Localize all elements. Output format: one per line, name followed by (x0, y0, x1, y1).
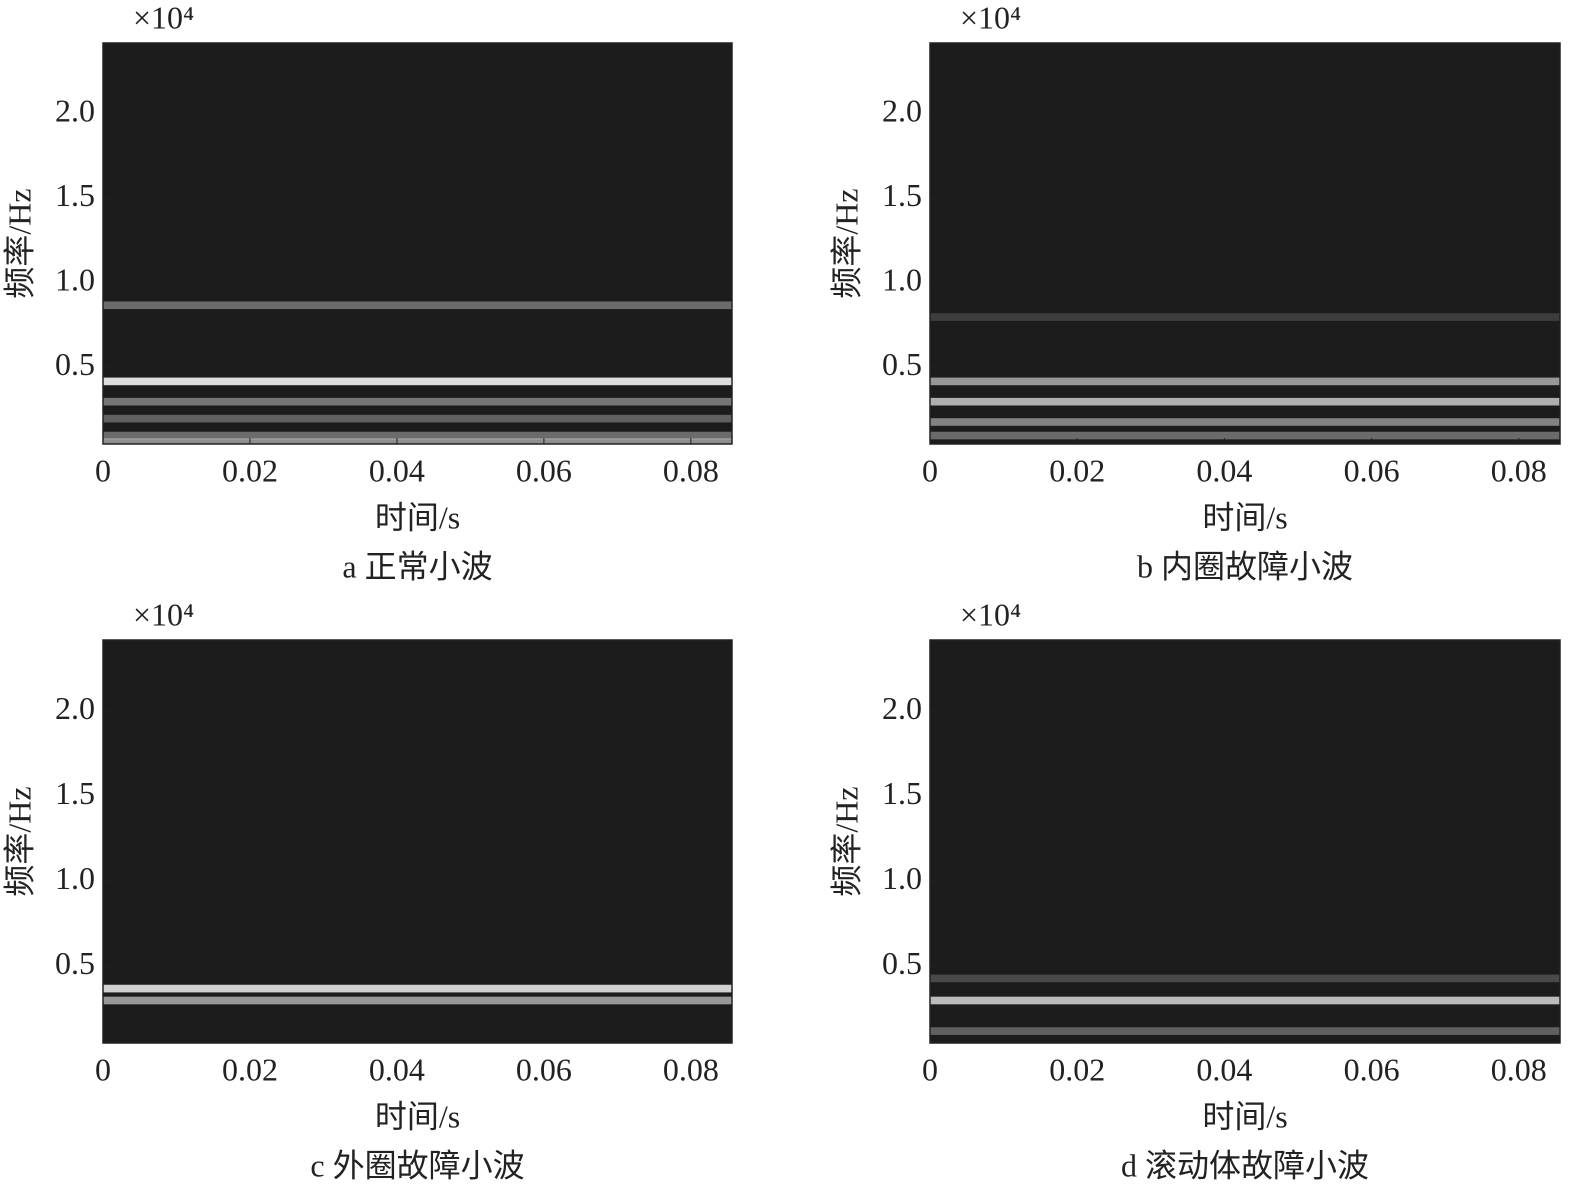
x-tick-label: 0 (95, 452, 111, 488)
x-tick-label: 0.02 (1049, 452, 1105, 488)
plot-frame (929, 639, 1561, 1044)
y-axis-label: 频率/Hz (1, 786, 37, 896)
y-tick-label: 1.5 (882, 177, 922, 213)
x-tick-label: 0.04 (1196, 452, 1252, 488)
band (103, 414, 732, 423)
x-axis-label: 时间/s (1202, 499, 1287, 535)
y-scale-label: ×10⁴ (960, 0, 1021, 35)
caption: b 内圈故障小波 (1137, 548, 1353, 584)
y-tick-label: 1.0 (55, 262, 95, 298)
band (103, 301, 732, 310)
y-axis-label: 频率/Hz (1, 188, 37, 298)
band (103, 431, 732, 440)
x-tick-label: 0 (922, 452, 938, 488)
x-tick-label: 0.06 (516, 452, 572, 488)
y-scale-label: ×10⁴ (133, 596, 194, 632)
x-tick-label: 0.08 (663, 1051, 719, 1087)
band (930, 397, 1560, 406)
x-tick-label: 0.08 (663, 452, 719, 488)
band (930, 1027, 1560, 1035)
plot-frame (929, 42, 1561, 445)
band (930, 431, 1560, 440)
y-tick-label: 0.5 (55, 346, 95, 382)
x-tick-label: 0.02 (222, 452, 278, 488)
y-tick-label: 1.0 (55, 860, 95, 896)
x-tick-label: 0.02 (222, 1051, 278, 1087)
x-tick-label: 0.04 (369, 452, 425, 488)
plot-area (103, 43, 732, 444)
y-tick-label: 2.0 (55, 92, 95, 128)
band (930, 377, 1560, 386)
y-tick-label: 2.0 (882, 690, 922, 726)
x-tick-label: 0.06 (516, 1051, 572, 1087)
caption: c 外圈故障小波 (310, 1147, 524, 1183)
band (103, 996, 732, 1005)
caption: a 正常小波 (342, 548, 492, 584)
x-tick-label: 0.06 (1344, 452, 1400, 488)
band (103, 397, 732, 406)
y-tick-label: 0.5 (882, 346, 922, 382)
band (930, 313, 1560, 321)
y-scale-label: ×10⁴ (133, 0, 194, 35)
x-tick-label: 0.04 (369, 1051, 425, 1087)
y-tick-label: 0.5 (882, 945, 922, 981)
x-tick-label: 0.06 (1344, 1051, 1400, 1087)
x-tick-label: 0 (95, 1051, 111, 1087)
y-tick-label: 1.5 (55, 177, 95, 213)
plot-area (103, 640, 732, 1043)
band (103, 438, 732, 447)
x-axis-label: 时间/s (1202, 1098, 1287, 1134)
x-axis-label: 时间/s (375, 499, 460, 535)
x-tick-label: 0.04 (1196, 1051, 1252, 1087)
x-tick-label: 0.08 (1491, 452, 1547, 488)
caption: d 滚动体故障小波 (1121, 1147, 1369, 1183)
plot-frame (102, 42, 733, 445)
plot-area (930, 43, 1560, 444)
y-axis-label: 频率/Hz (828, 188, 864, 298)
band (930, 996, 1560, 1005)
band (103, 377, 732, 386)
y-axis-label: 频率/Hz (828, 786, 864, 896)
x-tick-label: 0.02 (1049, 1051, 1105, 1087)
band (930, 974, 1560, 983)
y-tick-label: 0.5 (55, 945, 95, 981)
y-scale-label: ×10⁴ (960, 596, 1021, 632)
plot-area (930, 640, 1560, 1043)
y-tick-label: 1.5 (882, 775, 922, 811)
y-tick-label: 1.5 (55, 775, 95, 811)
x-tick-label: 0 (922, 1051, 938, 1087)
y-tick-label: 1.0 (882, 860, 922, 896)
band (103, 984, 732, 993)
plot-frame (102, 639, 733, 1044)
band (930, 418, 1560, 426)
y-tick-label: 2.0 (55, 690, 95, 726)
x-tick-label: 0.08 (1491, 1051, 1547, 1087)
y-tick-label: 2.0 (882, 92, 922, 128)
x-axis-label: 时间/s (375, 1098, 460, 1134)
y-tick-label: 1.0 (882, 262, 922, 298)
